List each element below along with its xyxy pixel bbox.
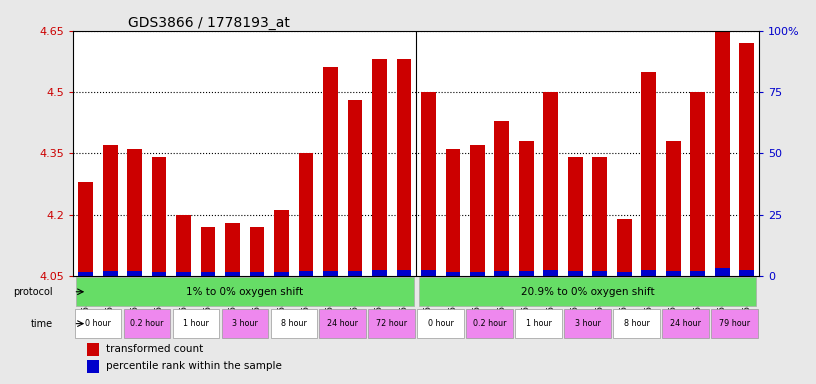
Text: time: time — [31, 319, 53, 329]
Bar — [663, 309, 708, 338]
Bar — [519, 271, 534, 276]
Bar — [225, 272, 240, 276]
Text: 1% to 0% oxygen shift: 1% to 0% oxygen shift — [186, 287, 304, 297]
Bar — [519, 141, 534, 276]
Bar — [592, 157, 607, 276]
Bar — [666, 271, 681, 276]
Bar — [173, 309, 219, 338]
Bar — [516, 309, 561, 338]
Bar — [470, 272, 485, 276]
Bar — [87, 360, 100, 372]
Bar — [617, 272, 632, 276]
Bar — [348, 271, 362, 276]
Bar — [543, 92, 558, 276]
Bar — [274, 272, 289, 276]
Bar — [690, 271, 705, 276]
Bar — [176, 215, 191, 276]
Text: 0 hour: 0 hour — [85, 319, 111, 328]
Bar — [369, 309, 415, 338]
Bar — [397, 270, 411, 276]
Bar — [348, 100, 362, 276]
Bar — [74, 309, 121, 338]
Text: 24 hour: 24 hour — [327, 319, 358, 328]
Text: 1 hour: 1 hour — [526, 319, 552, 328]
Bar — [494, 271, 509, 276]
Text: 0.2 hour: 0.2 hour — [130, 319, 164, 328]
Text: 3 hour: 3 hour — [574, 319, 601, 328]
Text: 24 hour: 24 hour — [670, 319, 701, 328]
Text: protocol: protocol — [13, 287, 53, 297]
Bar — [372, 270, 387, 276]
Bar — [78, 182, 93, 276]
Bar — [446, 272, 460, 276]
Bar — [617, 218, 632, 276]
Bar — [152, 157, 166, 276]
Bar — [592, 271, 607, 276]
Bar — [103, 145, 118, 276]
Text: 79 hour: 79 hour — [719, 319, 750, 328]
Bar — [641, 71, 656, 276]
Bar — [299, 153, 313, 276]
Bar — [739, 43, 754, 276]
Bar — [421, 270, 436, 276]
Bar — [690, 92, 705, 276]
Bar — [271, 309, 317, 338]
Bar — [323, 271, 338, 276]
Text: 0.2 hour: 0.2 hour — [472, 319, 507, 328]
Bar — [152, 272, 166, 276]
Bar — [87, 343, 100, 356]
Bar — [397, 59, 411, 276]
Text: 20.9% to 0% oxygen shift: 20.9% to 0% oxygen shift — [521, 287, 654, 297]
Bar — [250, 272, 264, 276]
Bar — [419, 277, 756, 306]
Text: 8 hour: 8 hour — [281, 319, 307, 328]
Text: 0 hour: 0 hour — [428, 319, 454, 328]
Bar — [127, 149, 142, 276]
Text: GDS3866 / 1778193_at: GDS3866 / 1778193_at — [128, 16, 290, 30]
Bar — [274, 210, 289, 276]
Text: transformed count: transformed count — [106, 344, 203, 354]
Bar — [614, 309, 659, 338]
Bar — [372, 59, 387, 276]
Bar — [715, 31, 730, 276]
Bar — [470, 145, 485, 276]
Bar — [494, 121, 509, 276]
Bar — [299, 271, 313, 276]
Text: 3 hour: 3 hour — [232, 319, 258, 328]
Text: percentile rank within the sample: percentile rank within the sample — [106, 361, 282, 371]
Bar — [418, 309, 463, 338]
Text: 72 hour: 72 hour — [376, 319, 407, 328]
Bar — [565, 309, 610, 338]
Bar — [715, 268, 730, 276]
Bar — [176, 272, 191, 276]
Bar — [78, 272, 93, 276]
Bar — [201, 227, 215, 276]
Bar — [711, 309, 757, 338]
Bar — [225, 223, 240, 276]
Bar — [320, 309, 366, 338]
Bar — [103, 271, 118, 276]
Bar — [568, 157, 583, 276]
Bar — [446, 149, 460, 276]
Bar — [641, 270, 656, 276]
Text: 8 hour: 8 hour — [623, 319, 650, 328]
Bar — [323, 68, 338, 276]
Bar — [666, 141, 681, 276]
Bar — [124, 309, 170, 338]
Bar — [250, 227, 264, 276]
Bar — [739, 270, 754, 276]
Bar — [76, 277, 414, 306]
Bar — [568, 271, 583, 276]
Bar — [421, 92, 436, 276]
Text: 1 hour: 1 hour — [183, 319, 209, 328]
Bar — [467, 309, 512, 338]
Bar — [543, 270, 558, 276]
Bar — [221, 309, 268, 338]
Bar — [127, 271, 142, 276]
Bar — [201, 272, 215, 276]
